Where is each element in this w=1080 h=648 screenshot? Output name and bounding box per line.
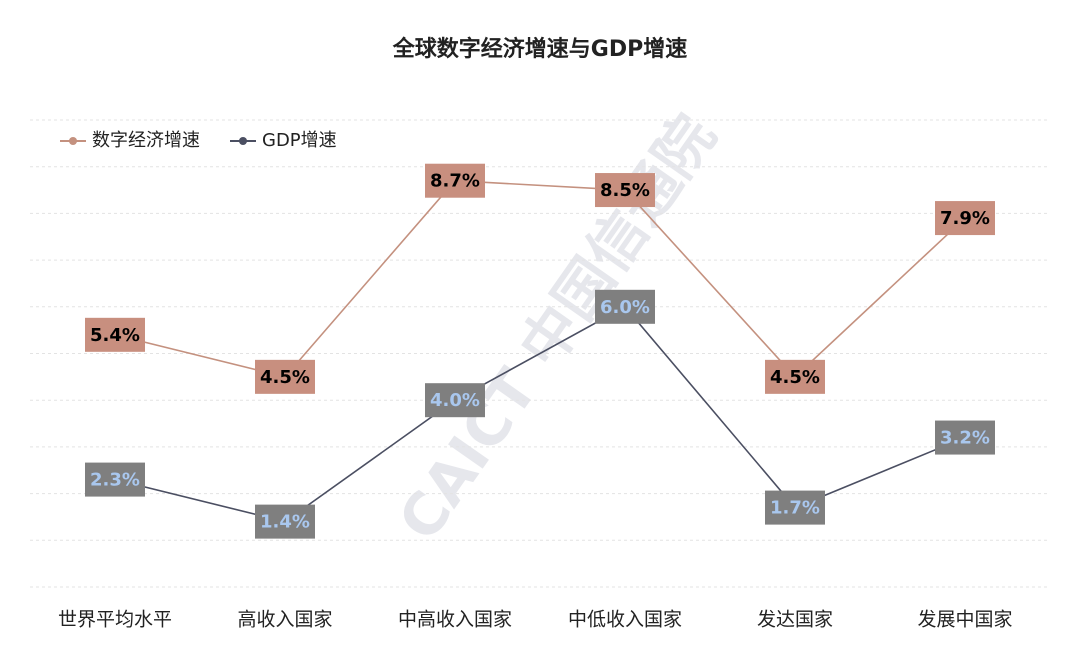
x-tick-label: 发达国家 <box>757 609 833 631</box>
data-label: 4.5% <box>260 367 310 388</box>
data-label: 6.0% <box>600 297 650 318</box>
data-label: 8.7% <box>430 171 480 192</box>
data-label: 8.5% <box>600 180 650 201</box>
data-label: 3.2% <box>940 428 990 449</box>
legend-label: GDP增速 <box>262 130 337 151</box>
x-tick-label: 高收入国家 <box>237 609 332 631</box>
data-label: 4.5% <box>770 367 820 388</box>
data-label: 1.4% <box>260 512 310 533</box>
data-label-box <box>425 163 485 198</box>
data-label-box <box>765 490 825 525</box>
data-label-box <box>935 201 995 236</box>
data-label-box <box>255 504 315 539</box>
data-label-box <box>595 289 655 324</box>
x-tick-label: 中低收入国家 <box>568 609 682 631</box>
data-label-box <box>85 317 145 352</box>
x-tick-label: 世界平均水平 <box>58 609 172 631</box>
legend-marker <box>69 137 77 145</box>
x-tick-label: 发展中国家 <box>917 609 1012 631</box>
data-label-box <box>85 462 145 497</box>
x-tick-label: 中高收入国家 <box>398 609 512 631</box>
data-label-box <box>425 383 485 418</box>
data-label-box <box>935 420 995 455</box>
data-label: 2.3% <box>90 470 140 491</box>
data-label: 5.4% <box>90 325 140 346</box>
data-label-box <box>765 359 825 394</box>
data-label-box <box>255 359 315 394</box>
legend-marker <box>239 137 247 145</box>
data-label: 4.0% <box>430 390 480 411</box>
data-label: 1.7% <box>770 498 820 519</box>
chart-title: 全球数字经济增速与GDP增速 <box>392 36 687 62</box>
legend-label: 数字经济增速 <box>92 130 200 151</box>
data-label-box <box>595 173 655 208</box>
data-label: 7.9% <box>940 208 990 229</box>
